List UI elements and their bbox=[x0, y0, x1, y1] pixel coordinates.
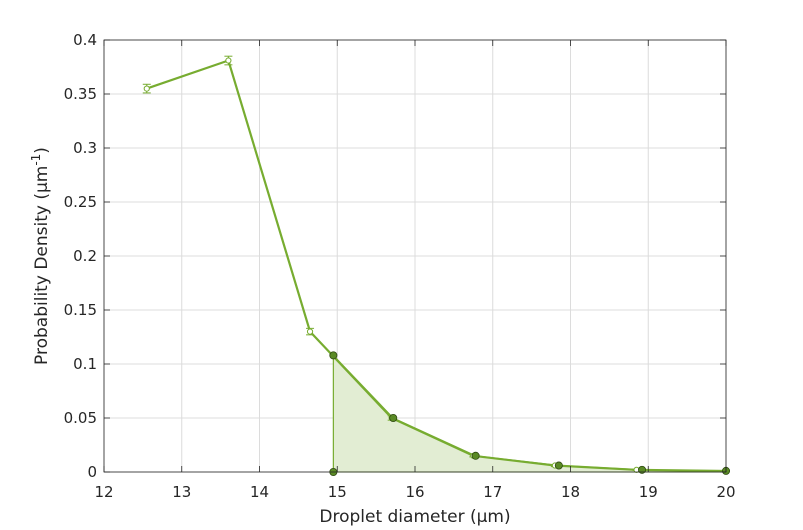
x-tick-label: 18 bbox=[561, 483, 580, 501]
area-point bbox=[554, 461, 563, 470]
x-axis-label: Droplet diameter (μm) bbox=[319, 507, 510, 527]
y-tick-label: 0.05 bbox=[64, 409, 97, 427]
x-tick-label: 19 bbox=[639, 483, 658, 501]
y-tick-label: 0.25 bbox=[64, 193, 97, 211]
y-tick-label: 0.3 bbox=[73, 139, 97, 157]
x-tick-label: 16 bbox=[405, 483, 424, 501]
y-tick-label: 0.4 bbox=[73, 31, 97, 49]
y-tick-label: 0 bbox=[87, 463, 97, 481]
area-point bbox=[471, 451, 480, 460]
series-line bbox=[146, 59, 727, 473]
x-tick-label: 14 bbox=[250, 483, 269, 501]
x-tick-label: 13 bbox=[172, 483, 191, 501]
y-axis-label: Probability Density (μm-1) bbox=[29, 147, 52, 365]
area-point bbox=[329, 351, 338, 360]
x-tick-label: 12 bbox=[94, 483, 113, 501]
y-tick-label: 0.2 bbox=[73, 247, 97, 265]
ticks bbox=[103, 39, 727, 473]
x-tick-labels: 12 13 14 15 16 17 18 19 20 bbox=[94, 483, 735, 501]
x-tick-label: 20 bbox=[716, 483, 735, 501]
y-tick-labels: 0 0.05 0.1 0.15 0.2 0.25 0.3 0.35 0.4 bbox=[64, 31, 97, 481]
series-point bbox=[143, 85, 150, 92]
y-axis-label-superscript: -1 bbox=[29, 154, 43, 166]
x-tick-label: 17 bbox=[483, 483, 502, 501]
y-tick-label: 0.15 bbox=[64, 301, 97, 319]
series-point bbox=[306, 328, 314, 335]
x-tick-label: 15 bbox=[328, 483, 347, 501]
series-point bbox=[225, 57, 232, 64]
y-axis-label-main: Probability Density (μm bbox=[32, 166, 52, 365]
y-tick-label: 0.35 bbox=[64, 85, 97, 103]
area-point bbox=[389, 413, 398, 422]
area-fill bbox=[333, 355, 726, 472]
y-axis-label-end: ) bbox=[32, 147, 52, 154]
y-tick-label: 0.1 bbox=[73, 355, 97, 373]
